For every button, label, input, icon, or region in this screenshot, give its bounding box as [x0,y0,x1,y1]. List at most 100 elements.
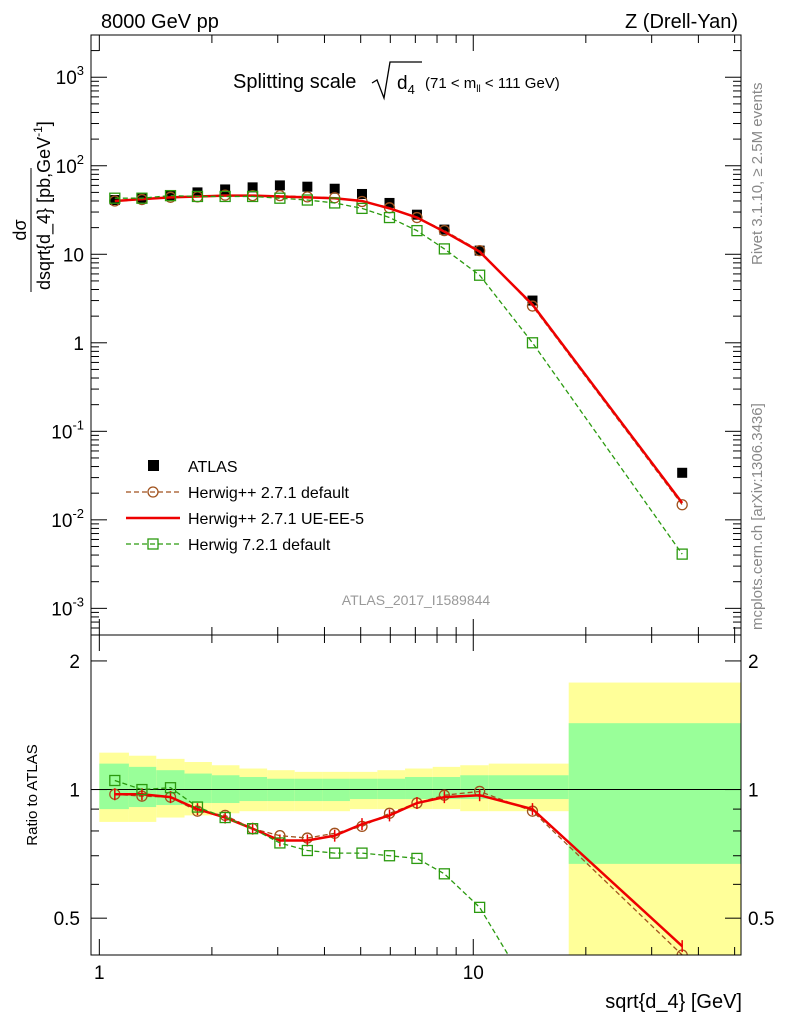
mc-point [383,850,396,862]
y-tick-label: 10-1 [51,417,84,443]
mc-point [136,783,148,796]
mc-point [676,499,688,511]
data-point [356,188,367,199]
series-line [114,194,684,504]
y-tick-label: 103 [56,63,84,89]
uncertainty-band-inner [349,778,378,800]
mc-point [164,189,177,202]
y-tick-label: 1 [73,334,84,355]
ratio-data-layer [91,682,741,955]
ratio-y-axis-label: Ratio to ATLAS [24,744,41,845]
ratio-y-tick-label-right: 1 [748,781,759,802]
data-point [411,209,422,220]
analysis-watermark: ATLAS_2017_I1589844 [342,592,491,608]
mc-point [136,192,148,204]
y-tick-label: 10-2 [51,506,84,532]
mc-point [411,211,423,224]
ratio-frame [90,634,742,956]
mc-point [526,300,539,312]
mc-point [438,243,451,255]
ylabel-numerator: dσ [10,219,30,240]
series-line [114,194,683,555]
mc-point [356,847,368,859]
mc-point [274,192,286,204]
rivet-label: Rivet 3.1.10, ≥ 2.5M events [749,83,766,266]
mc-point [526,337,539,349]
data-point [677,467,688,478]
y-tick-label: 10 [63,245,84,266]
mc-point [246,823,259,835]
mc-point [473,901,486,914]
legend-label: Herwig++ 2.7.1 default [188,485,350,502]
uncertainty-band-inner [460,775,489,800]
mc-point [164,782,177,794]
data-point [274,180,285,191]
ylabel-denominator: dsqrt{d_4} [pb,GeV-1] [31,121,55,290]
ratio-series-line [114,790,683,955]
y-tick-label: 102 [56,152,84,178]
sqrt-symbol [371,61,422,101]
mc-point [191,190,204,203]
x-axis-label: sqrt{d_4} [GeV] [605,991,742,1013]
mc-point [383,211,396,224]
main-y-ticks: 10-3 10-2 10-1 1 10 102 103 [51,34,741,636]
mc-point [219,190,231,203]
mc-point [411,224,423,237]
ratio-y-ticks: 0.5 0.5 1 1 2 2 [54,652,775,930]
uncertainty-band-inner [239,777,268,802]
mc-point [676,548,688,560]
plot-title: Splitting scale [233,71,356,93]
mcplots-label: mcplots.cern.ch [arXiv:1306.3436] [749,403,766,630]
uncertainty-band-inner [99,763,129,810]
mc-point [438,224,451,237]
ratio-series-line [114,793,684,948]
main-x-ticks [98,35,736,635]
mc-point [274,837,286,849]
mc-point [438,868,451,880]
mc-point [356,202,368,215]
mc-point [329,847,341,859]
ratio-y-tick-label: 2 [69,652,80,673]
ratio-y-tick-label: 1 [69,781,80,802]
title-variable: d4 [397,73,415,97]
legend-marker [148,460,159,471]
data-point [439,224,450,235]
ratio-y-tick-label-right: 2 [748,652,759,673]
mc-point [246,190,259,203]
main-panel: 10-3 10-2 10-1 1 10 102 103 Splitting scale d4… [10,34,742,636]
data-point [329,183,340,194]
main-y-axis-label: dσ dsqrt{d_4} [pb,GeV-1] [10,121,55,292]
title-main: Splitting scale [233,71,356,93]
data-point [220,184,231,195]
data-point [165,190,176,201]
mc-point [473,244,486,257]
uncertainty-band-inner [377,778,406,800]
legend: ATLAS Herwig++ 2.7.1 default Herwig++ 2.7.… [126,459,364,554]
mc-point [473,269,486,281]
mc-point [301,844,313,857]
mc-point [329,197,341,209]
mc-point [147,538,159,550]
mc-point [109,192,121,204]
ratio-series-line [114,779,510,955]
collision-label: 8000 GeV pp [101,11,219,33]
process-label: Z (Drell-Yan) [625,11,738,33]
title-mass-range: (71 < mll < 111 GeV) [425,75,560,95]
ratio-panel: 1 10 0.5 0.5 1 1 2 2 Ratio to ATLAS sqrt{d_4} … [24,634,775,1013]
main-data-layer [109,180,688,560]
mc-point [411,852,423,865]
uncertainty-band-inner [405,777,433,800]
mc-point [147,486,159,498]
x-tick-label: 10 [463,963,484,984]
y-tick-label: 10-3 [51,594,84,620]
data-point [247,182,258,193]
data-point [302,181,313,192]
mc-point [109,774,121,787]
x-tick-label: 1 [94,963,105,984]
ratio-y-tick-label-right: 0.5 [748,909,774,930]
legend-label: Herwig 7.2.1 default [188,537,331,554]
uncertainty-band-inner [184,773,212,804]
ratio-y-tick-label: 0.5 [54,909,80,930]
uncertainty-band-inner [568,723,741,864]
